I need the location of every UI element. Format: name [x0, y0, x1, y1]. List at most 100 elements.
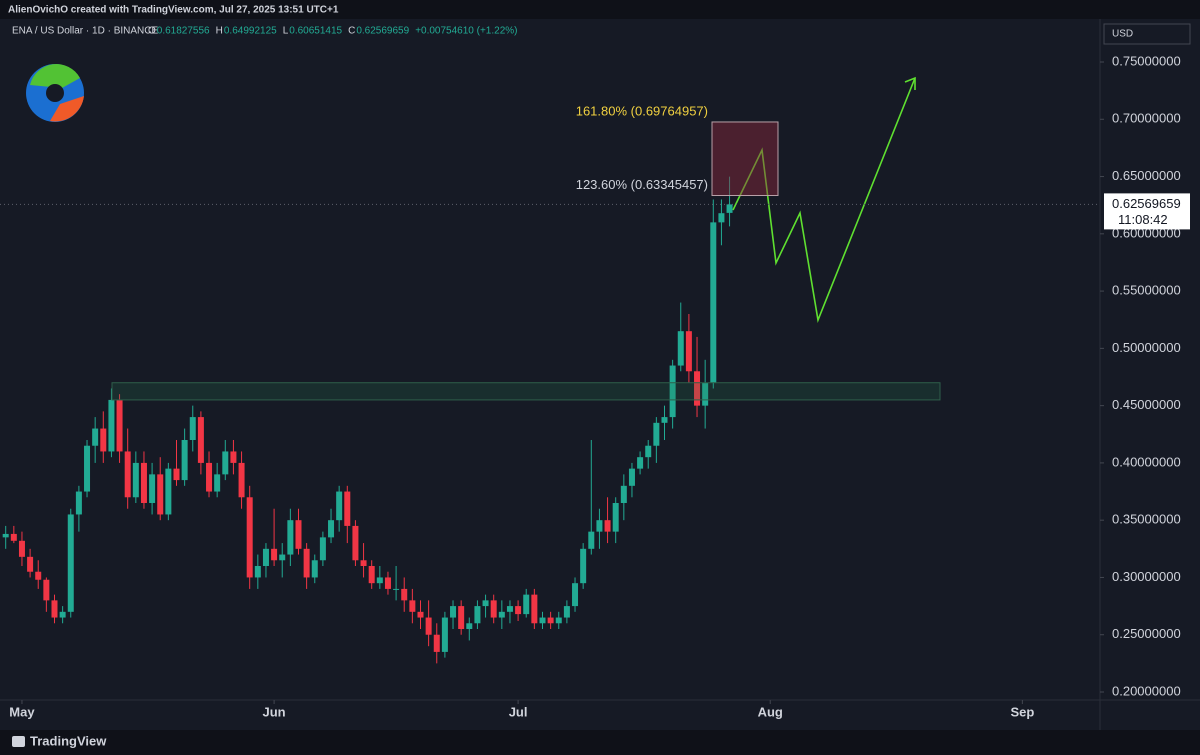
- candle-body: [108, 399, 115, 452]
- candle-body: [726, 204, 733, 213]
- price-tag: [1104, 193, 1190, 230]
- candle-body: [417, 611, 424, 618]
- candle-body: [710, 222, 717, 383]
- candle-body: [637, 457, 644, 469]
- candle-body: [246, 497, 253, 578]
- change: +0.00754610 (+1.22%): [415, 26, 517, 37]
- x-tick-label: Sep: [1010, 704, 1034, 719]
- fib-box: [711, 121, 779, 196]
- candle-body: [515, 606, 522, 615]
- candle-body: [197, 417, 204, 463]
- candle-body: [67, 514, 74, 612]
- projection-path: [732, 77, 916, 323]
- candle-body: [466, 623, 473, 629]
- candle-body: [92, 428, 99, 446]
- candle-body: [645, 445, 652, 458]
- candle-body: [43, 579, 50, 601]
- currency: USD: [1112, 29, 1133, 40]
- candle-body: [376, 577, 383, 584]
- y-tick-label: 0.35000000: [1112, 512, 1181, 527]
- x-tick-label: Aug: [758, 704, 783, 719]
- ohlc-value: 0.61827556: [157, 26, 210, 37]
- y-tick-label: 0.55000000: [1112, 283, 1181, 298]
- candle-body: [116, 399, 123, 452]
- candle-body: [132, 462, 139, 498]
- ohlc-value: 0.60651415: [289, 26, 342, 37]
- candle-body: [547, 617, 554, 624]
- candle-body: [100, 428, 107, 452]
- candle-body: [149, 474, 156, 503]
- footer-bar: [0, 730, 1200, 755]
- candle-body: [360, 560, 367, 566]
- candle-body: [580, 548, 587, 584]
- candle-body: [384, 577, 391, 589]
- candle-body: [84, 445, 91, 492]
- candle-body: [165, 468, 172, 515]
- ohlc-value: 0.64992125: [224, 26, 277, 37]
- candle-body: [563, 606, 570, 618]
- logo-orange: [50, 96, 84, 122]
- candle-body: [441, 617, 448, 652]
- candle-body: [694, 371, 701, 406]
- y-tick-label: 0.30000000: [1112, 569, 1181, 584]
- candle-body: [319, 537, 326, 561]
- candle-body: [588, 531, 595, 549]
- candle-body: [271, 548, 278, 561]
- ohlc-label: C: [348, 26, 355, 37]
- y-tick-label: 0.70000000: [1112, 111, 1181, 126]
- support-zone: [111, 382, 941, 401]
- symbol: ENA / US Dollar · 1D · BINANCE: [12, 26, 158, 37]
- candle-body: [311, 560, 318, 578]
- candle-body: [702, 382, 709, 406]
- candle-body: [10, 533, 17, 541]
- countdown: 11:08:42: [1118, 212, 1168, 227]
- ohlc-label: H: [216, 26, 223, 37]
- candle-body: [401, 588, 408, 601]
- candle-body: [628, 468, 635, 486]
- fib-label: 161.80% (0.69764957): [576, 103, 708, 118]
- candle-body: [287, 520, 294, 555]
- y-tick-label: 0.25000000: [1112, 626, 1181, 641]
- candle-body: [490, 600, 497, 618]
- candle-body: [539, 617, 546, 624]
- candle-body: [173, 468, 180, 481]
- candle-body: [222, 451, 229, 475]
- candle-body: [661, 417, 668, 423]
- candle-body: [685, 331, 692, 372]
- y-tick-label: 0.20000000: [1112, 683, 1181, 698]
- candle-body: [718, 213, 725, 223]
- candle-body: [596, 520, 603, 532]
- candle-body: [214, 474, 221, 492]
- candle-body: [124, 451, 131, 498]
- candle-body: [262, 548, 269, 566]
- candle-body: [482, 600, 489, 607]
- candle-body: [572, 583, 579, 607]
- candle-body: [433, 634, 440, 652]
- y-tick-label: 0.45000000: [1112, 397, 1181, 412]
- candle-body: [458, 606, 465, 629]
- x-tick-label: Jun: [263, 704, 286, 719]
- candle-body: [157, 474, 164, 515]
- candle-body: [368, 566, 375, 584]
- logo-hole: [46, 84, 64, 102]
- candle-body: [279, 554, 286, 561]
- ohlc-label: L: [283, 26, 289, 37]
- candle-body: [140, 462, 147, 503]
- y-tick-label: 0.75000000: [1112, 53, 1181, 68]
- y-tick-label: 0.50000000: [1112, 340, 1181, 355]
- candle-body: [75, 491, 82, 515]
- candle-body: [303, 548, 310, 578]
- x-tick-label: Jul: [509, 704, 528, 719]
- currency-box: [1103, 23, 1191, 45]
- candle-body: [523, 594, 530, 615]
- candle-body: [328, 520, 335, 538]
- price-tag-value: 0.62569659: [1112, 196, 1181, 211]
- candle-body: [344, 491, 351, 526]
- candle-body: [409, 600, 416, 612]
- candle-body: [206, 462, 213, 492]
- candle-body: [352, 525, 359, 561]
- candle-body: [653, 422, 660, 446]
- candle-body: [18, 540, 25, 557]
